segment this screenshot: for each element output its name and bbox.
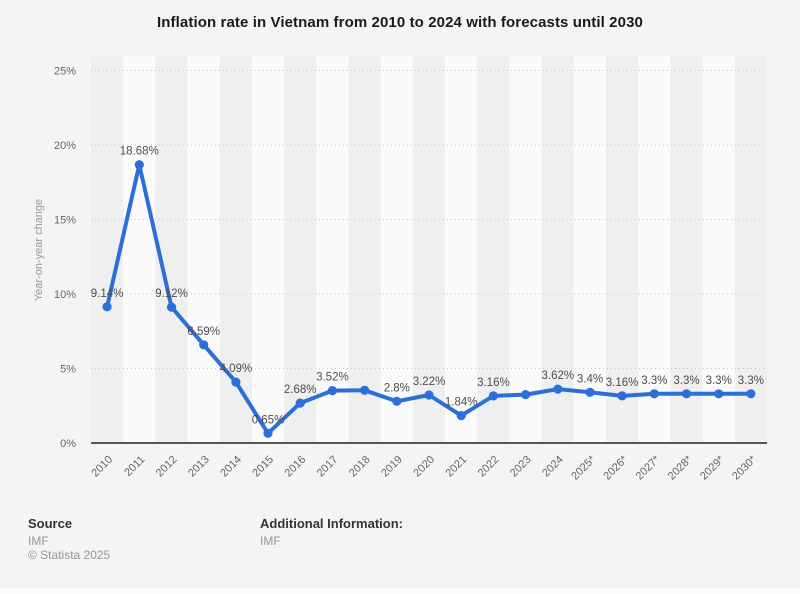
data-point xyxy=(585,387,595,397)
data-point xyxy=(199,340,209,350)
y-tick-label: 25% xyxy=(54,66,76,78)
data-point-label: 3.3% xyxy=(641,375,667,387)
y-tick-label: 10% xyxy=(54,289,76,301)
x-tick-label: 2022 xyxy=(476,454,502,480)
plot-band xyxy=(606,56,639,443)
data-point-label: 3.22% xyxy=(413,376,446,388)
plot-band xyxy=(284,56,317,443)
data-point-label: 0.65% xyxy=(252,414,285,426)
x-tick-label: 2029* xyxy=(698,453,727,482)
y-tick-label: 5% xyxy=(60,364,76,376)
x-tick-label: 2028* xyxy=(666,453,695,482)
data-point-label: 18.68% xyxy=(120,146,159,158)
data-point-label: 3.16% xyxy=(606,377,639,389)
data-point-label: 3.52% xyxy=(316,372,349,384)
data-point xyxy=(327,386,337,396)
data-point-label: 9.14% xyxy=(91,288,124,300)
x-tick-label: 2030* xyxy=(730,453,759,482)
data-point xyxy=(681,389,692,399)
data-point xyxy=(360,385,370,395)
y-tick-label: 15% xyxy=(54,215,76,227)
data-point xyxy=(295,398,305,408)
data-point-label: 6.59% xyxy=(187,326,220,338)
x-tick-label: 2023 xyxy=(508,454,534,480)
additional-info-block: Additional Information: IMF xyxy=(260,516,403,548)
source-block: Source IMF © Statista 2025 xyxy=(28,516,110,562)
x-tick-label: 2024 xyxy=(540,454,566,480)
plot-band xyxy=(573,56,607,443)
data-point xyxy=(134,160,144,170)
plot-band xyxy=(251,56,285,443)
data-point xyxy=(102,302,112,312)
plot-band xyxy=(445,56,478,443)
data-point-label: 9.12% xyxy=(155,288,188,300)
data-point-label: 2.68% xyxy=(284,384,317,396)
x-tick-label: 2013 xyxy=(186,454,212,480)
x-tick-label: 2011 xyxy=(122,454,147,479)
x-tick-label: 2017 xyxy=(315,454,341,480)
data-point-label: 3.3% xyxy=(706,375,732,387)
x-tick-label: 2026* xyxy=(601,453,630,482)
x-tick-label: 2018 xyxy=(347,454,373,480)
data-point xyxy=(424,390,434,400)
data-point xyxy=(521,390,531,400)
x-tick-label: 2021 xyxy=(444,454,470,480)
data-point xyxy=(714,389,724,399)
plot-band xyxy=(123,56,156,443)
x-tick-label: 2014 xyxy=(218,454,244,480)
additional-info-value: IMF xyxy=(260,534,281,548)
plot-band xyxy=(380,56,413,443)
data-point-label: 2.8% xyxy=(384,382,410,394)
plot-band xyxy=(702,56,735,443)
x-tick-label: 2027* xyxy=(634,453,663,482)
additional-info-heading: Additional Information: xyxy=(260,516,403,531)
source-value: IMF xyxy=(28,534,49,548)
x-tick-label: 2019 xyxy=(379,454,405,480)
data-point xyxy=(553,384,563,394)
data-point xyxy=(746,389,756,399)
data-point-label: 3.16% xyxy=(477,377,510,389)
copyright-notice: © Statista 2025 xyxy=(28,548,111,562)
x-tick-label: 2016 xyxy=(283,454,309,480)
plot-band xyxy=(155,56,188,443)
plot-band xyxy=(541,56,574,443)
x-tick-label: 2025* xyxy=(569,453,598,482)
plot-band xyxy=(91,56,124,443)
plot-band xyxy=(638,56,671,443)
data-point xyxy=(617,391,627,401)
data-point xyxy=(263,428,273,438)
y-tick-label: 20% xyxy=(54,140,76,152)
chart-canvas: 0% 5% 10% 15% 20% 25% Year-on-year change 2010 2… xyxy=(33,56,767,483)
plot-band xyxy=(509,56,542,443)
x-tick-label: 2020 xyxy=(411,454,437,480)
data-point-label: 3.4% xyxy=(577,373,603,385)
x-tick-label: 2010 xyxy=(89,454,115,480)
data-point-label: 3.62% xyxy=(541,370,574,382)
plot-band xyxy=(412,56,446,443)
source-heading: Source xyxy=(28,516,73,531)
plot-band xyxy=(670,56,703,443)
plot-band xyxy=(348,56,381,443)
y-axis-title: Year-on-year change xyxy=(33,199,45,301)
data-point xyxy=(456,411,466,421)
bottom-edge-strip xyxy=(0,588,800,594)
y-tick-label: 0% xyxy=(60,438,76,450)
plot-band xyxy=(316,56,349,443)
chart-title: Inflation rate in Vietnam from 2010 to 2… xyxy=(157,14,643,31)
plot-band xyxy=(734,56,767,443)
data-point xyxy=(649,389,659,399)
data-point-label: 4.09% xyxy=(220,363,253,375)
x-tick-label: 2015 xyxy=(250,454,276,480)
data-point xyxy=(166,302,177,312)
data-point-label: 3.3% xyxy=(738,375,764,387)
data-point xyxy=(392,396,402,406)
x-tick-label: 2012 xyxy=(154,454,180,480)
data-point xyxy=(231,377,241,387)
data-point-label: 3.3% xyxy=(673,375,699,387)
data-point xyxy=(488,391,498,401)
data-point-label: 1.84% xyxy=(445,397,478,409)
plot-band xyxy=(477,56,510,443)
plot-band xyxy=(187,56,220,443)
